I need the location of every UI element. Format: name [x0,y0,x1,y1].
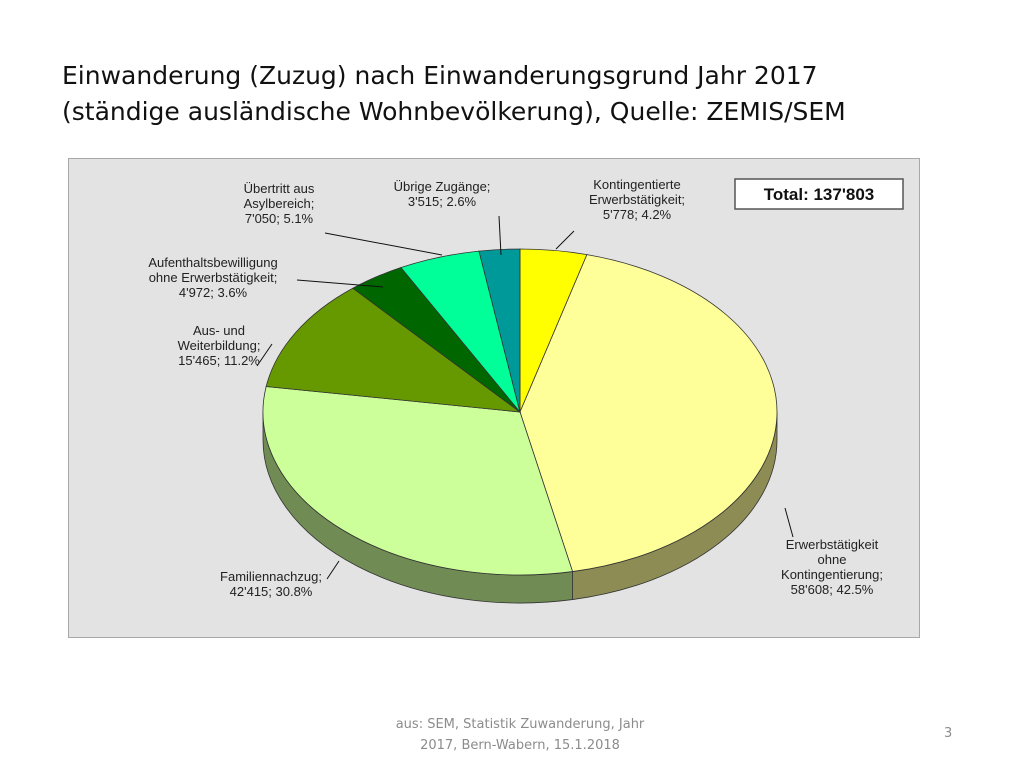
slide-title: Einwanderung (Zuzug) nach Einwanderungsg… [62,58,962,130]
slice-label-3-line-2: 15'465; 11.2% [178,353,260,368]
slice-label-4: Aufenthaltsbewilligung ohne Erwerbstätigk… [148,255,277,300]
pie-slice-2 [262,386,574,576]
slice-label-3: Aus- und Weiterbildung; 15'465; 11.2% [178,323,261,368]
slice-label-3-line-0: Aus- und [193,323,245,338]
slice-label-2-line-0: Familiennachzug; [220,569,322,584]
slide-title-line-2: (ständige ausländische Wohnbevölkerung),… [62,97,846,126]
pie-chart: Kontingentierte Erwerbstätigkeit; 5'778; 4… [148,177,904,604]
total-box: Total: 137'803 [734,178,904,210]
slice-label-1: Erwerbstätigkeit ohne Kontingentierung; 58'… [781,537,883,597]
slice-label-5-line-1: Asylbereich; [244,196,315,211]
slice-label-5-line-0: Übertritt aus [244,181,315,196]
slice-label-2-line-1: 42'415; 30.8% [230,584,313,599]
slice-label-6: Übrige Zugänge; 3'515; 2.6% [394,179,491,209]
slice-label-4-line-0: Aufenthaltsbewilligung [148,255,277,270]
slice-label-5-line-2: 7'050; 5.1% [245,211,314,226]
slice-label-6-line-0: Übrige Zugänge; [394,179,491,194]
pie-chart-frame: Kontingentierte Erwerbstätigkeit; 5'778; 4… [68,158,920,638]
slice-label-4-line-1: ohne Erwerbstätigkeit; [149,270,278,285]
slice-label-1-line-3: 58'608; 42.5% [791,582,874,597]
slice-label-3-line-1: Weiterbildung; [178,338,261,353]
slice-label-0-line-2: 5'778; 4.2% [603,207,672,222]
leader-line-0 [555,230,575,250]
slice-label-6-line-1: 3'515; 2.6% [408,194,477,209]
source-citation: aus: SEM, Statistik Zuwanderung, Jahr 20… [340,714,700,756]
leader-line-1 [784,507,794,538]
slide-title-line-1: Einwanderung (Zuzug) nach Einwanderungsg… [62,61,818,90]
slice-label-4-line-2: 4'972; 3.6% [179,285,248,300]
leader-line-4 [296,279,384,288]
slice-label-0-line-1: Erwerbstätigkeit; [589,192,685,207]
slice-label-2: Familiennachzug; 42'415; 30.8% [220,569,322,599]
page-number: 3 [944,726,953,741]
slice-label-1-line-2: Kontingentierung; [781,567,883,582]
leader-line-3 [256,343,273,367]
leader-line-6 [498,215,502,256]
slice-labels: Kontingentierte Erwerbstätigkeit; 5'778; 4… [148,177,883,599]
source-line-1: aus: SEM, Statistik Zuwanderung, Jahr [395,717,645,732]
total-label: Total: 137'803 [764,185,875,204]
slice-label-0: Kontingentierte Erwerbstätigkeit; 5'778; 4… [589,177,685,222]
pie-slice-3 [265,287,522,413]
slice-label-5: Übertritt aus Asylbereich; 7'050; 5.1% [244,181,315,226]
pie-slice-6 [478,248,521,413]
slice-label-1-line-0: Erwerbstätigkeit [786,537,879,552]
leader-lines [256,215,794,580]
slice-label-1-line-1: ohne [818,552,847,567]
leader-line-5 [324,232,443,256]
slice-label-0-line-0: Kontingentierte [593,177,680,192]
pie-slice-1 [519,254,778,572]
leader-line-2 [326,560,340,580]
pie-top-layer [262,248,778,576]
source-line-2: 2017, Bern-Wabern, 15.1.2018 [420,738,620,753]
